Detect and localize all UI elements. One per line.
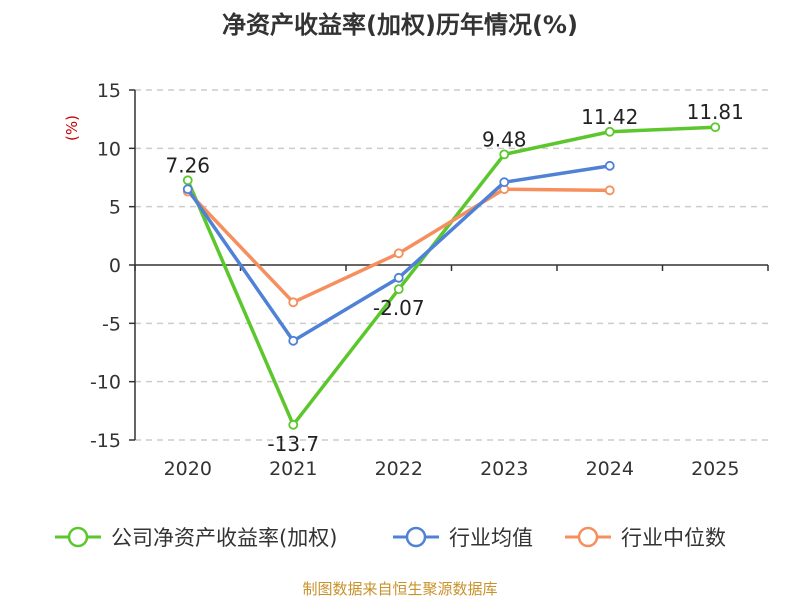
data-point xyxy=(182,184,193,195)
series-lines xyxy=(182,122,721,430)
y-tick-label: 15 xyxy=(97,80,121,102)
data-label: 11.81 xyxy=(687,100,744,124)
legend-label: 行业中位数 xyxy=(621,526,726,550)
data-point xyxy=(288,297,299,308)
x-tick-label: 2024 xyxy=(586,458,634,480)
data-label: 7.26 xyxy=(165,153,210,177)
data-point xyxy=(604,160,615,171)
y-axis-label: (%) xyxy=(63,115,81,141)
data-point xyxy=(710,122,721,133)
x-tick-label: 2021 xyxy=(269,458,317,480)
x-tick-label: 2020 xyxy=(164,458,212,480)
data-point xyxy=(499,177,510,188)
x-tick-label: 2022 xyxy=(375,458,423,480)
data-point xyxy=(182,175,193,186)
data-point xyxy=(393,284,404,295)
legend[interactable]: 公司净资产收益率(加权) 行业均值 行业中位数 xyxy=(55,526,726,550)
data-point xyxy=(499,149,510,160)
axes: 15 10 5 0 -5 -10 -15 2020 2021 2022 2023 2024 2025 xyxy=(90,80,769,480)
data-point xyxy=(393,248,404,259)
legend-item[interactable]: 行业均值 xyxy=(393,526,533,550)
data-point xyxy=(604,126,615,137)
legend-item[interactable]: 公司净资产收益率(加权) xyxy=(55,526,337,550)
legend-label: 行业均值 xyxy=(449,526,533,550)
data-point xyxy=(288,419,299,430)
legend-label: 公司净资产收益率(加权) xyxy=(111,526,337,550)
legend-marker xyxy=(577,526,599,548)
data-point xyxy=(393,272,404,283)
y-tick-label: 0 xyxy=(109,255,121,277)
x-tick-label: 2025 xyxy=(691,458,739,480)
y-tick-label: 5 xyxy=(109,197,121,219)
legend-marker xyxy=(405,526,427,548)
data-point xyxy=(604,185,615,196)
y-tick-label: -10 xyxy=(90,372,121,394)
data-label: 9.48 xyxy=(482,127,527,151)
y-tick-label: -15 xyxy=(90,430,121,452)
data-label: -13.7 xyxy=(267,432,319,456)
data-labels: 7.26 -13.7 -2.07 9.48 11.42 11.81 xyxy=(165,100,743,456)
y-tick-label: 10 xyxy=(97,138,121,160)
source-note: 制图数据来自恒生聚源数据库 xyxy=(302,580,497,598)
data-point xyxy=(288,335,299,346)
legend-item[interactable]: 行业中位数 xyxy=(565,526,726,550)
legend-marker xyxy=(67,526,89,548)
chart-title: 净资产收益率(加权)历年情况(%) xyxy=(222,11,578,39)
x-tick-label: 2023 xyxy=(480,458,528,480)
data-label: -2.07 xyxy=(373,296,425,320)
data-label: 11.42 xyxy=(581,105,638,129)
y-tick-label: -5 xyxy=(102,313,121,335)
